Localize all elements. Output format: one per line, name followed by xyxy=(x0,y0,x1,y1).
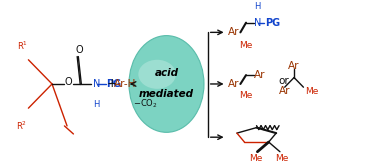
Ellipse shape xyxy=(129,36,204,132)
Text: O: O xyxy=(75,45,83,55)
Text: Me: Me xyxy=(305,87,319,96)
Text: PG: PG xyxy=(265,18,280,28)
Text: Me: Me xyxy=(275,154,288,163)
Text: Me: Me xyxy=(249,154,262,163)
Text: Ar: Ar xyxy=(279,86,290,96)
Text: N: N xyxy=(93,79,101,89)
Text: mediated: mediated xyxy=(139,89,194,99)
Text: Me: Me xyxy=(239,91,253,100)
Text: Ar: Ar xyxy=(228,27,240,37)
Text: or: or xyxy=(279,76,289,86)
Text: H: H xyxy=(254,2,261,11)
Text: Ar: Ar xyxy=(228,79,240,89)
Text: Me: Me xyxy=(239,41,253,50)
Text: Ar-H: Ar-H xyxy=(114,79,136,89)
Text: acid: acid xyxy=(155,69,178,79)
Text: N: N xyxy=(254,18,262,28)
Text: R$^2$: R$^2$ xyxy=(17,120,28,132)
Text: R$^1$: R$^1$ xyxy=(17,39,28,52)
Text: +: + xyxy=(107,78,118,90)
Text: Ar: Ar xyxy=(288,61,300,71)
Text: O: O xyxy=(64,77,72,87)
Text: H: H xyxy=(93,100,100,109)
Text: $-$CO$_2$: $-$CO$_2$ xyxy=(133,97,158,110)
Ellipse shape xyxy=(138,60,176,89)
Text: Ar: Ar xyxy=(254,70,266,80)
Text: PG: PG xyxy=(107,79,122,89)
